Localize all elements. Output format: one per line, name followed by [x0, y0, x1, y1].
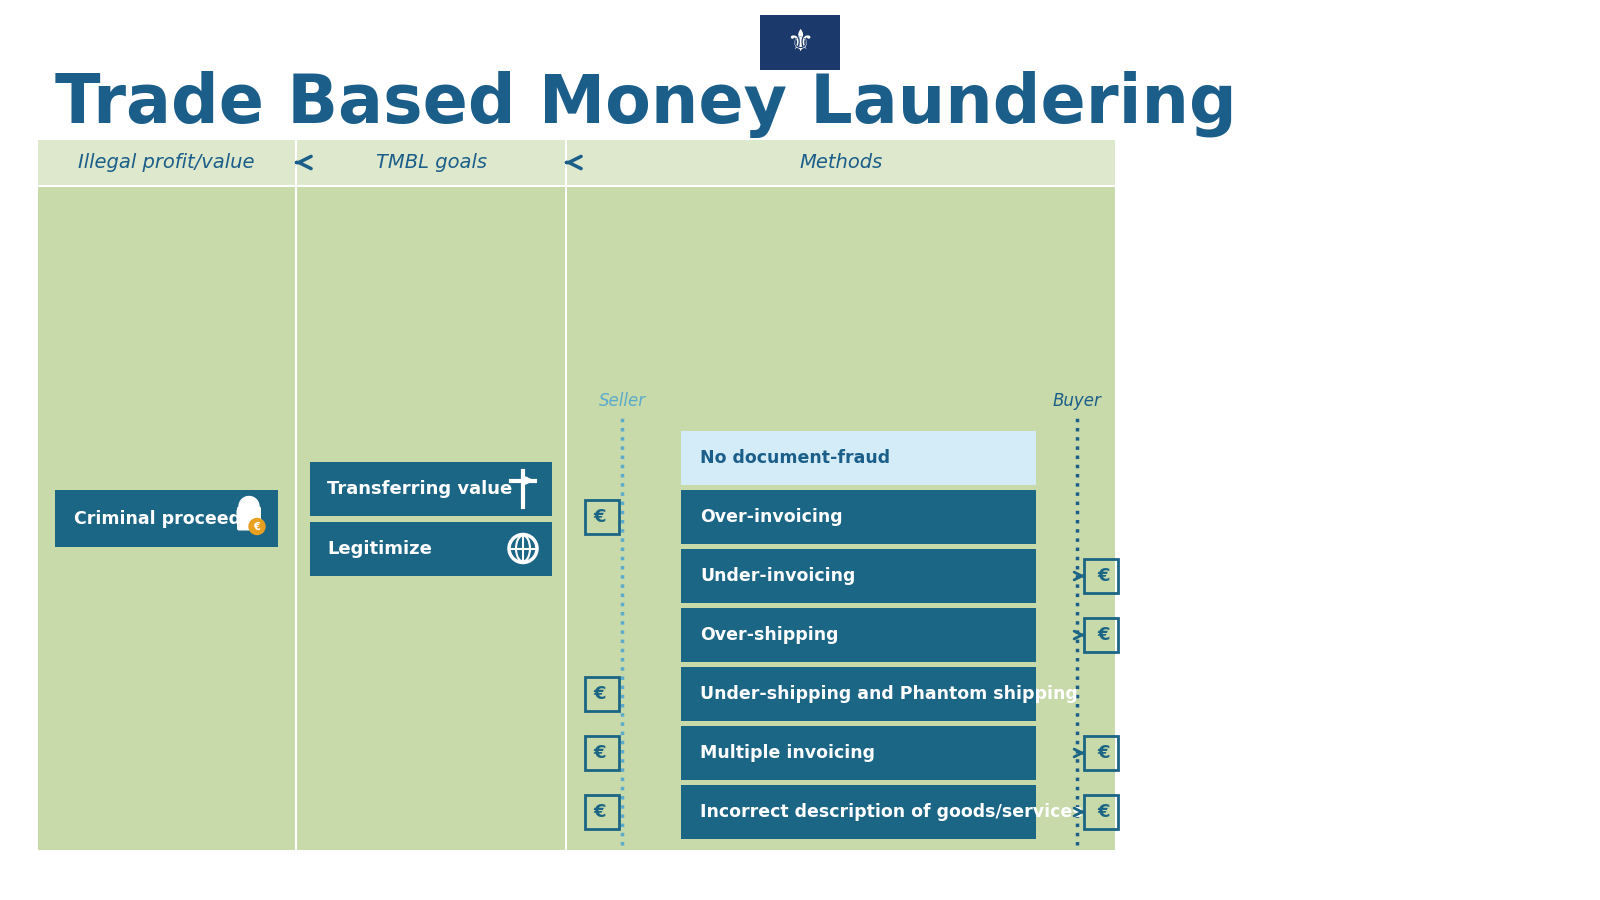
Text: €: €: [594, 803, 606, 821]
FancyBboxPatch shape: [682, 431, 1037, 485]
Text: €: €: [594, 508, 606, 526]
Bar: [298, 140, 565, 185]
Text: Transferring value: Transferring value: [326, 480, 512, 498]
FancyBboxPatch shape: [310, 521, 552, 575]
Text: Illegal profit/value: Illegal profit/value: [78, 153, 254, 172]
FancyBboxPatch shape: [237, 507, 261, 530]
FancyBboxPatch shape: [682, 608, 1037, 662]
Text: €: €: [1098, 803, 1110, 821]
Bar: [298, 187, 565, 850]
Text: €: €: [594, 685, 606, 703]
Text: No document-fraud: No document-fraud: [701, 449, 890, 467]
Text: ⚜: ⚜: [786, 28, 814, 57]
Text: Under-shipping and Phantom shipping: Under-shipping and Phantom shipping: [701, 685, 1078, 703]
Text: €: €: [254, 521, 261, 532]
Text: TMBL goals: TMBL goals: [376, 153, 486, 172]
Bar: [566, 140, 1115, 185]
Text: €: €: [1098, 567, 1110, 585]
Text: Criminal proceeds: Criminal proceeds: [74, 509, 251, 527]
Text: €: €: [1098, 626, 1110, 644]
Bar: [38, 140, 294, 185]
Text: Over-shipping: Over-shipping: [701, 626, 838, 644]
Text: Over-invoicing: Over-invoicing: [701, 508, 843, 526]
FancyBboxPatch shape: [760, 15, 840, 70]
Text: €: €: [1098, 744, 1110, 762]
Text: Buyer: Buyer: [1053, 392, 1101, 410]
Circle shape: [250, 518, 266, 535]
Text: €: €: [594, 744, 606, 762]
Text: Incorrect description of goods/services: Incorrect description of goods/services: [701, 803, 1083, 821]
Text: Under-invoicing: Under-invoicing: [701, 567, 856, 585]
Text: Methods: Methods: [800, 153, 883, 172]
Bar: [566, 187, 1115, 850]
Text: Multiple invoicing: Multiple invoicing: [701, 744, 875, 762]
FancyBboxPatch shape: [682, 785, 1037, 839]
Text: Legitimize: Legitimize: [326, 539, 432, 557]
FancyBboxPatch shape: [54, 490, 278, 547]
FancyBboxPatch shape: [682, 726, 1037, 780]
Text: Seller: Seller: [598, 392, 645, 410]
FancyBboxPatch shape: [682, 667, 1037, 721]
Bar: [38, 187, 294, 850]
Text: Trade Based Money Laundering: Trade Based Money Laundering: [54, 71, 1237, 139]
Circle shape: [238, 497, 259, 517]
FancyBboxPatch shape: [310, 462, 552, 516]
FancyBboxPatch shape: [682, 549, 1037, 603]
FancyBboxPatch shape: [682, 490, 1037, 544]
